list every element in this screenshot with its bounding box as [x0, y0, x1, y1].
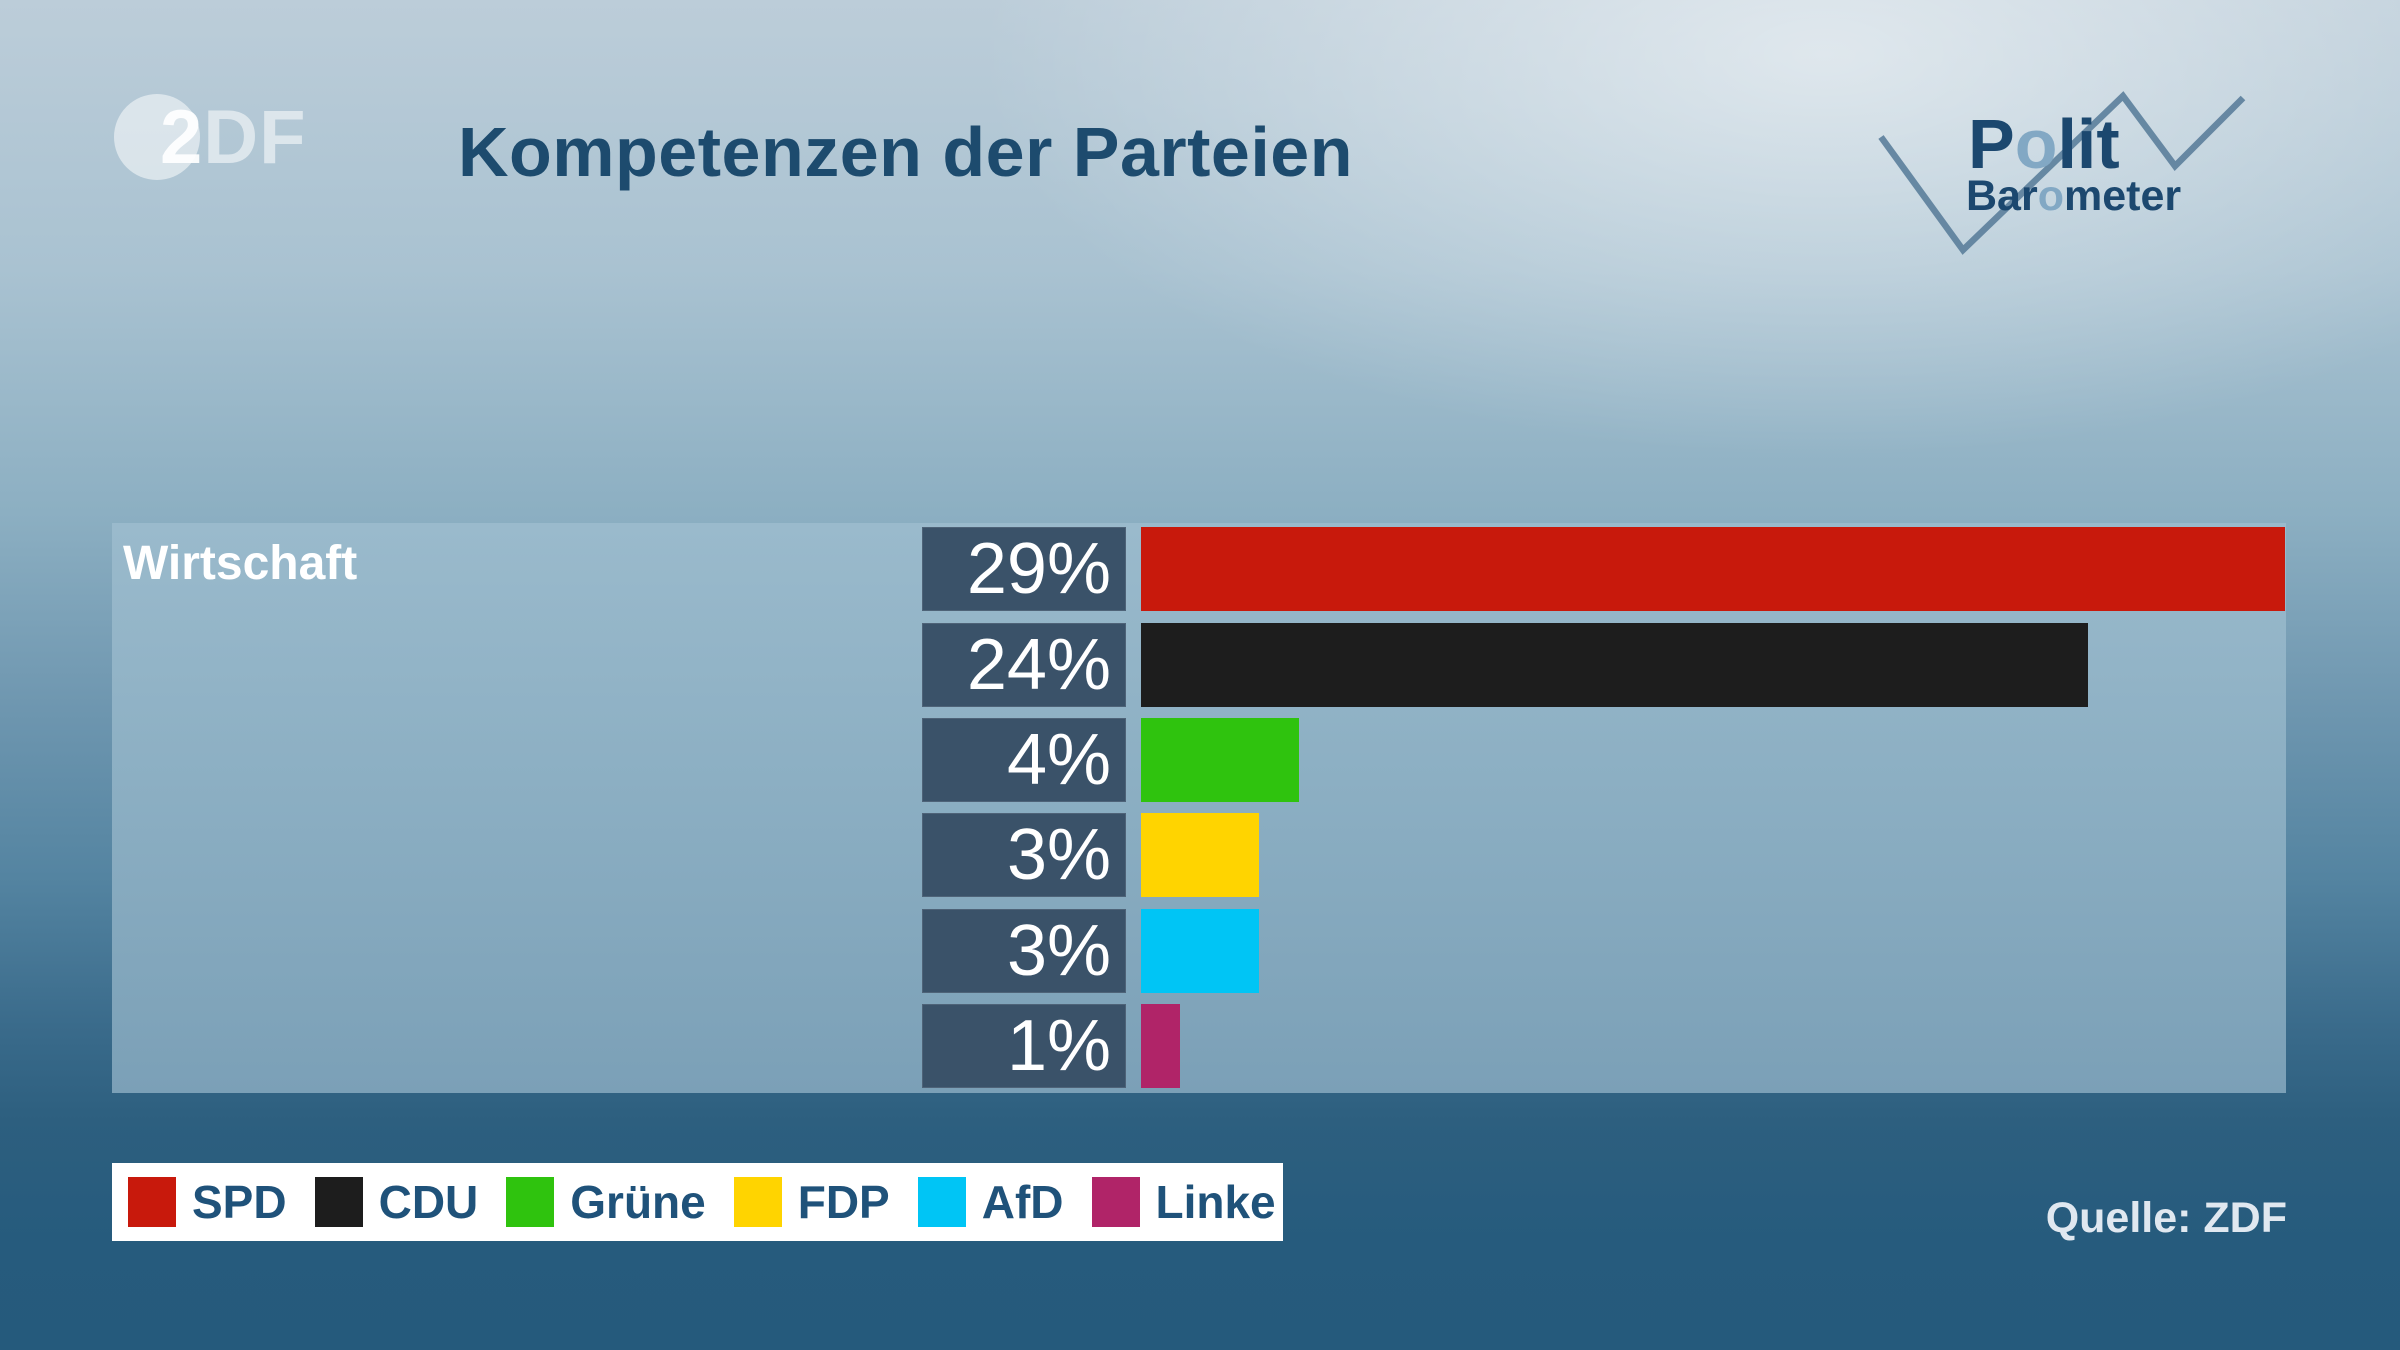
barometer-text: Barometer	[1966, 172, 2181, 220]
chart-row-gruene: 4%	[112, 718, 2286, 802]
zdf-logo: 2DF	[114, 94, 306, 184]
value-label-cdu: 24%	[966, 625, 1111, 705]
zdf-logo-text: 2DF	[160, 96, 307, 180]
value-label-fdp: 3%	[1006, 815, 1111, 895]
legend-swatch-fdp	[733, 1177, 782, 1227]
legend-label-afd: AfD	[981, 1176, 1064, 1228]
legend-item-cdu: CDU	[314, 1176, 479, 1228]
zdf-logo-df: DF	[203, 95, 307, 180]
value-label-spd: 29%	[966, 529, 1111, 609]
politbarometer-logo: Polit Barometer	[1878, 91, 2246, 255]
legend-label-cdu: CDU	[378, 1176, 479, 1228]
bar-linke	[1141, 1004, 1181, 1088]
legend-item-afd: AfD	[917, 1176, 1064, 1228]
zigzag-line-icon	[1878, 91, 2246, 255]
bar-gruene	[1141, 718, 1299, 802]
value-label-linke: 1%	[1006, 1006, 1111, 1086]
legend-swatch-linke	[1091, 1177, 1140, 1227]
polit-text: Polit	[1968, 105, 2120, 183]
zdf-logo-2: 2	[160, 95, 204, 180]
bar-afd	[1141, 909, 1260, 993]
legend-label-gruene: Grüne	[570, 1176, 706, 1228]
bar-fdp	[1141, 813, 1260, 897]
legend-item-fdp: FDP	[733, 1176, 890, 1228]
value-box-gruene: 4%	[922, 718, 1126, 802]
source-label: Quelle: ZDF	[2045, 1194, 2287, 1242]
chart-row-afd: 3%	[112, 909, 2286, 993]
value-label-afd: 3%	[1006, 911, 1111, 991]
value-box-cdu: 24%	[922, 623, 1126, 707]
zdf-circle-icon	[114, 94, 200, 180]
category-label: Wirtschaft	[123, 537, 358, 590]
legend-item-gruene: Grüne	[506, 1176, 706, 1228]
value-box-fdp: 3%	[922, 813, 1126, 897]
legend-label-linke: Linke	[1155, 1176, 1276, 1228]
value-box-linke: 1%	[922, 1004, 1126, 1088]
chart-row-spd: 29%	[112, 527, 2286, 611]
chart-panel: Wirtschaft 29% 24% 4% 3% 3% 1%	[112, 523, 2286, 1093]
value-box-spd: 29%	[922, 527, 1126, 611]
chart-row-cdu: 24%	[112, 623, 2286, 707]
value-box-afd: 3%	[922, 909, 1126, 993]
page-title: Kompetenzen der Parteien	[458, 113, 1353, 191]
legend-item-linke: Linke	[1091, 1176, 1276, 1228]
legend-swatch-gruene	[506, 1177, 555, 1227]
bar-spd	[1141, 527, 2285, 611]
legend-label-spd: SPD	[192, 1176, 287, 1228]
legend-swatch-spd	[128, 1177, 176, 1227]
chart-row-linke: 1%	[112, 1004, 2286, 1088]
legend-label-fdp: FDP	[797, 1176, 890, 1228]
bar-cdu	[1141, 623, 2088, 707]
legend: SPD CDU Grüne FDP AfD Linke	[112, 1163, 1283, 1241]
value-label-gruene: 4%	[1006, 720, 1111, 800]
chart-row-fdp: 3%	[112, 813, 2286, 897]
legend-swatch-afd	[917, 1177, 966, 1227]
legend-item-spd: SPD	[128, 1177, 287, 1227]
legend-swatch-cdu	[314, 1177, 363, 1227]
